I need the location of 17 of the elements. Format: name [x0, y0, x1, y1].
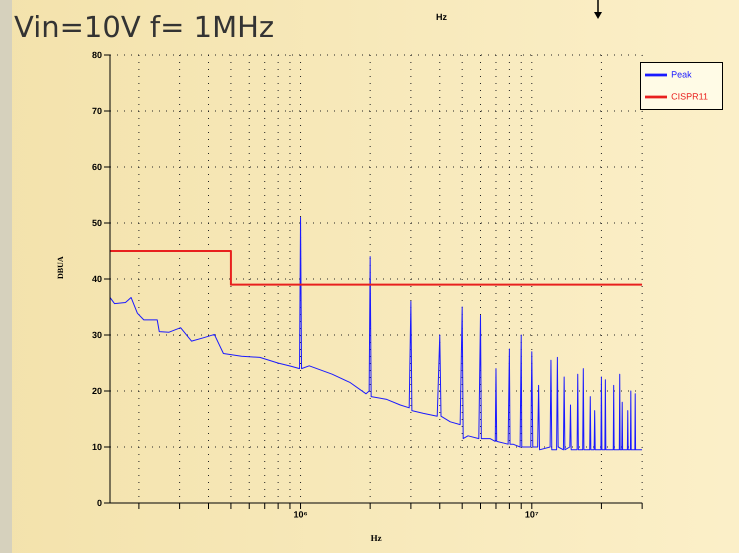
y-tick-label: 30	[92, 330, 102, 340]
y-tick-label: 0	[96, 498, 102, 508]
x-tick-label: 10⁷	[524, 509, 539, 520]
legend-label: CISPR11	[671, 91, 708, 102]
y-tick-label: 20	[92, 386, 102, 396]
y-tick-label: 70	[92, 106, 102, 116]
y-axis-title: DBUA	[56, 256, 65, 279]
y-tick-label: 40	[92, 274, 102, 284]
x-tick-label: 10⁶	[293, 509, 308, 520]
y-tick-label: 60	[92, 162, 102, 172]
chart-title: Vin=10V f= 1MHz	[14, 10, 274, 44]
legend-label: Peak	[671, 69, 692, 80]
x-axis-title: Hz	[370, 533, 382, 543]
y-tick-label: 80	[92, 50, 102, 60]
text: Hz	[436, 12, 447, 22]
y-tick-label: 50	[92, 218, 102, 228]
y-tick-label: 10	[92, 442, 102, 452]
